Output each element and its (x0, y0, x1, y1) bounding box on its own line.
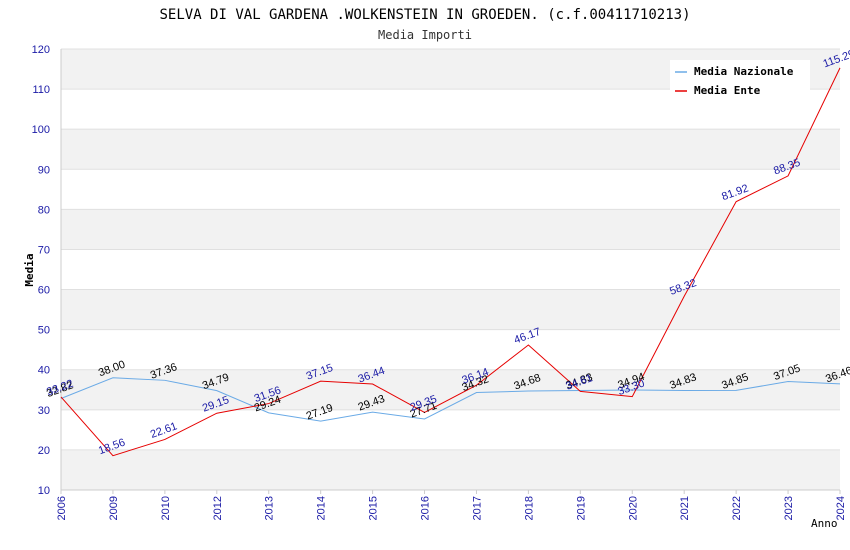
grid-band (61, 129, 840, 170)
x-tick-label: 2024 (835, 496, 847, 520)
grid-band (61, 449, 840, 490)
grid-band (61, 369, 840, 410)
grid-band (61, 209, 840, 250)
x-tick-label: 2009 (108, 496, 120, 520)
x-tick-label: 2015 (368, 496, 380, 520)
y-tick-label: 40 (38, 365, 50, 377)
y-tick-label: 30 (38, 405, 50, 417)
y-tick-label: 100 (32, 124, 50, 136)
x-tick-label: 2012 (212, 496, 224, 520)
y-tick-label: 10 (38, 485, 50, 497)
series-lines (60, 67, 841, 457)
x-tick-label: 2014 (316, 496, 328, 520)
y-axis-title: Media (23, 253, 36, 286)
x-tick-label: 2006 (56, 496, 68, 520)
series-line-nazionale (60, 377, 841, 422)
y-tick-label: 120 (32, 44, 50, 56)
y-tick-label: 110 (32, 84, 50, 96)
x-axis-title: Anno (811, 517, 838, 530)
x-tick-label: 2023 (783, 496, 795, 520)
y-tick-label: 80 (38, 204, 50, 216)
y-tick-label: 90 (38, 164, 50, 176)
legend-label-nazionale: Media Nazionale (694, 65, 794, 78)
grid-bands (61, 49, 840, 490)
x-tick-label: 2018 (523, 496, 535, 520)
y-tick-label: 60 (38, 285, 50, 297)
chart-subtitle: Media Importi (378, 28, 472, 42)
x-tick-label: 2021 (679, 496, 691, 520)
x-tick-label: 2019 (575, 496, 587, 520)
legend-label-ente: Media Ente (694, 84, 761, 97)
x-tick-label: 2016 (420, 496, 432, 520)
x-tick-label: 2022 (731, 496, 743, 520)
y-axis-ticks: 10 20 30 40 50 60 70 80 90 100 110 120 (32, 44, 50, 497)
legend-box (670, 60, 810, 102)
y-tick-label: 70 (38, 244, 50, 256)
x-tick-label: 2013 (264, 496, 276, 520)
x-tick-label: 2020 (627, 496, 639, 520)
y-tick-label: 50 (38, 325, 50, 337)
x-axis-ticks: 2006 2009 2010 2012 2013 2014 2015 2016 2017 2018… (56, 490, 847, 520)
grid-band (61, 289, 840, 330)
y-tick-label: 20 (38, 445, 50, 457)
legend: Media Nazionale Media Ente (670, 60, 810, 102)
series-line-ente (60, 67, 841, 457)
chart-title: SELVA DI VAL GARDENA .WOLKENSTEIN IN GRO… (159, 7, 690, 23)
x-tick-label: 2017 (471, 496, 483, 520)
x-tick-label: 2010 (160, 496, 172, 520)
